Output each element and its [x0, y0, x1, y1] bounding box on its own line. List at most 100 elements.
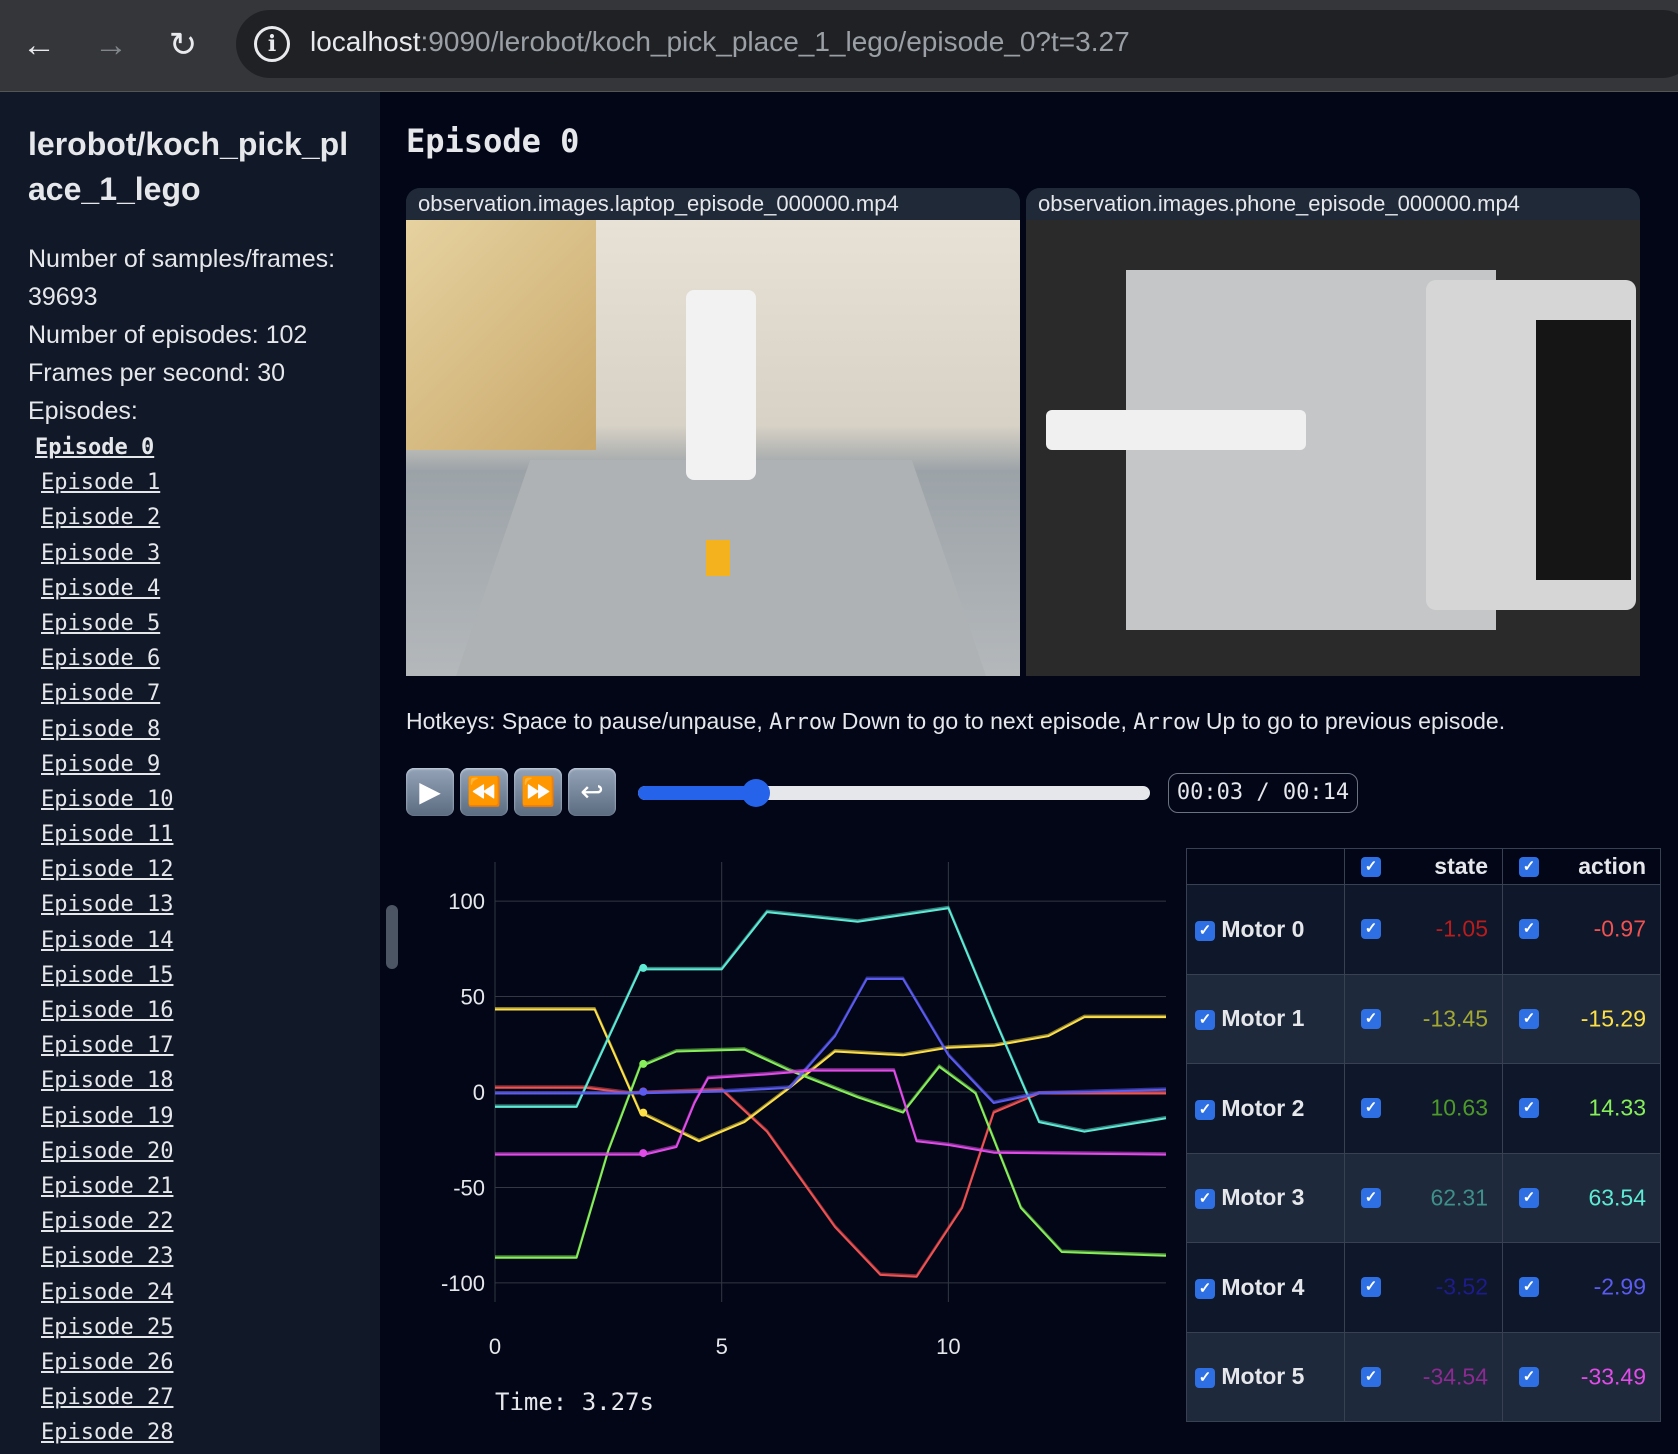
- sidebar-episode-link[interactable]: Episode 6: [41, 646, 161, 672]
- frames-count: Number of samples/frames: 39693: [28, 245, 336, 311]
- motor-checkbox[interactable]: ✓: [1195, 1189, 1215, 1210]
- cursor-point: [639, 1059, 648, 1068]
- state-checkbox[interactable]: ✓: [1361, 919, 1381, 940]
- y-tick-label: -50: [453, 1175, 485, 1200]
- sidebar-episode-link[interactable]: Episode 4: [41, 575, 161, 601]
- motor-chart[interactable]: 0 5 10 100 50 0 -50 -100: [380, 832, 1180, 1392]
- sidebar-episode-link[interactable]: Episode 13: [41, 892, 174, 918]
- cursor-point: [639, 1087, 648, 1096]
- motor-cell: ✓ Motor 4: [1186, 1242, 1345, 1333]
- video-label: observation.images.phone_episode_000000.…: [1026, 188, 1640, 220]
- sidebar-episode-link[interactable]: Episode 11: [41, 822, 174, 848]
- sidebar-episode-link[interactable]: Episode 15: [41, 962, 174, 988]
- motor-label: Motor 4: [1221, 1273, 1305, 1300]
- loop-button[interactable]: ↩: [568, 768, 616, 816]
- state-cell: ✓ -3.52: [1344, 1242, 1503, 1333]
- seek-slider-thumb[interactable]: [741, 779, 770, 807]
- motor-label: Motor 0: [1221, 915, 1305, 942]
- sidebar-episode-link[interactable]: Episode 18: [41, 1068, 174, 1094]
- sidebar-episode-link[interactable]: Episode 19: [41, 1103, 174, 1129]
- play-button[interactable]: ▶: [406, 768, 454, 816]
- sidebar-episode-link[interactable]: Episode 12: [41, 857, 174, 883]
- action-checkbox[interactable]: ✓: [1519, 1366, 1539, 1387]
- state-checkbox[interactable]: ✓: [1361, 1277, 1381, 1298]
- state-checkbox[interactable]: ✓: [1361, 1366, 1381, 1387]
- sidebar-episode-link[interactable]: Episode 3: [41, 540, 161, 566]
- state-checkbox[interactable]: ✓: [1361, 1008, 1381, 1029]
- state-checkbox[interactable]: ✓: [1361, 1187, 1381, 1208]
- motor-cell: ✓ Motor 3: [1186, 1152, 1345, 1243]
- header-action: ✓ action: [1502, 848, 1661, 885]
- sidebar-episode-link[interactable]: Episode 26: [41, 1349, 174, 1375]
- hotkeys-text: Hotkeys: Space to pause/unpause,: [406, 708, 770, 734]
- forward-icon[interactable]: →: [94, 26, 128, 64]
- sidebar-scrollbar[interactable]: [386, 905, 398, 969]
- rewind-button[interactable]: ⏪: [460, 768, 508, 816]
- y-tick-label: -100: [441, 1271, 485, 1296]
- action-series-line: [495, 1048, 1167, 1259]
- state-cell: ✓ 10.63: [1344, 1063, 1503, 1154]
- motor-row: ✓ Motor 2 ✓ 10.63 ✓ 14.33: [1186, 1063, 1661, 1154]
- x-tick-label: 0: [489, 1334, 501, 1359]
- action-checkbox[interactable]: ✓: [1519, 1098, 1539, 1119]
- video-laptop[interactable]: observation.images.laptop_episode_000000…: [406, 188, 1020, 676]
- sidebar-episode-link[interactable]: Episode 17: [41, 1033, 174, 1059]
- sidebar-episode-link[interactable]: Episode 1: [41, 470, 161, 496]
- sidebar-episode-link[interactable]: Episode 9: [41, 751, 161, 777]
- back-icon[interactable]: ←: [22, 26, 56, 64]
- motor-label: Motor 2: [1221, 1094, 1305, 1121]
- action-checkbox[interactable]: ✓: [1519, 1277, 1539, 1298]
- url-text[interactable]: localhost:9090/lerobot/koch_pick_place_1…: [310, 26, 1130, 58]
- sidebar-episode-link[interactable]: Episode 2: [41, 505, 161, 531]
- sidebar-episode-link[interactable]: Episode 24: [41, 1279, 174, 1305]
- seek-slider[interactable]: [638, 779, 1150, 807]
- header-blank: [1186, 848, 1345, 885]
- video-phone[interactable]: observation.images.phone_episode_000000.…: [1026, 188, 1640, 676]
- motor-row: ✓ Motor 0 ✓ -1.05 ✓ -0.97: [1186, 884, 1661, 975]
- state-cell: ✓ -34.54: [1344, 1331, 1503, 1422]
- sidebar-episode-link[interactable]: Episode 7: [41, 681, 161, 707]
- action-all-checkbox[interactable]: ✓: [1519, 856, 1539, 877]
- motor-cell: ✓ Motor 2: [1186, 1063, 1345, 1154]
- action-checkbox[interactable]: ✓: [1519, 919, 1539, 940]
- sidebar-episode-link[interactable]: Episode 5: [41, 610, 161, 636]
- address-bar[interactable]: i localhost:9090/lerobot/koch_pick_place…: [236, 10, 1678, 78]
- info-icon[interactable]: i: [254, 26, 290, 62]
- action-checkbox[interactable]: ✓: [1519, 1187, 1539, 1208]
- sidebar-episode-link[interactable]: Episode 14: [41, 927, 174, 953]
- sidebar-episode-link[interactable]: Episode 25: [41, 1314, 174, 1340]
- motor-row: ✓ Motor 3 ✓ 62.31 ✓ 63.54: [1186, 1152, 1661, 1243]
- motor-checkbox[interactable]: ✓: [1195, 1368, 1215, 1389]
- action-series-line: [495, 1069, 1167, 1156]
- motor-checkbox[interactable]: ✓: [1195, 1010, 1215, 1031]
- sidebar-episode-link[interactable]: Episode 21: [41, 1173, 174, 1199]
- motor-label: Motor 5: [1221, 1363, 1305, 1390]
- motor-checkbox[interactable]: ✓: [1195, 1278, 1215, 1299]
- hotkeys-hint: Hotkeys: Space to pause/unpause, Arrow D…: [406, 708, 1505, 735]
- sidebar-episode-link[interactable]: Episode 10: [41, 786, 174, 812]
- state-value: -1.05: [1435, 915, 1488, 942]
- sidebar-episode-link[interactable]: Episode 16: [41, 998, 174, 1023]
- motor-checkbox[interactable]: ✓: [1195, 1099, 1215, 1120]
- motor-checkbox[interactable]: ✓: [1195, 920, 1215, 941]
- sidebar-episode-link[interactable]: Episode 20: [41, 1138, 174, 1164]
- action-value: -33.49: [1580, 1363, 1646, 1390]
- reload-icon[interactable]: ↻: [168, 26, 198, 64]
- time-display: 00:03 / 00:14: [1168, 773, 1358, 813]
- state-header: state: [1434, 853, 1488, 879]
- state-series-line: [495, 976, 1167, 1103]
- page-title: Episode 0: [406, 122, 580, 160]
- fast-forward-button[interactable]: ⏩: [514, 768, 562, 816]
- state-checkbox[interactable]: ✓: [1361, 1098, 1381, 1119]
- action-cell: ✓ -0.97: [1502, 884, 1661, 975]
- y-tick-label: 100: [448, 889, 485, 914]
- sidebar-episode-link[interactable]: Episode 23: [41, 1244, 174, 1270]
- sidebar-episode-link[interactable]: Episode 22: [41, 1209, 174, 1235]
- action-checkbox[interactable]: ✓: [1519, 1008, 1539, 1029]
- sidebar-episode-link[interactable]: Episode 27: [41, 1385, 174, 1411]
- sidebar-episode-link[interactable]: Episode 28: [41, 1420, 174, 1446]
- motor-label: Motor 1: [1221, 1005, 1305, 1032]
- sidebar-episode-link[interactable]: Episode 8: [41, 716, 161, 742]
- sidebar-episode-link[interactable]: Episode 0: [35, 435, 155, 460]
- state-all-checkbox[interactable]: ✓: [1361, 856, 1381, 877]
